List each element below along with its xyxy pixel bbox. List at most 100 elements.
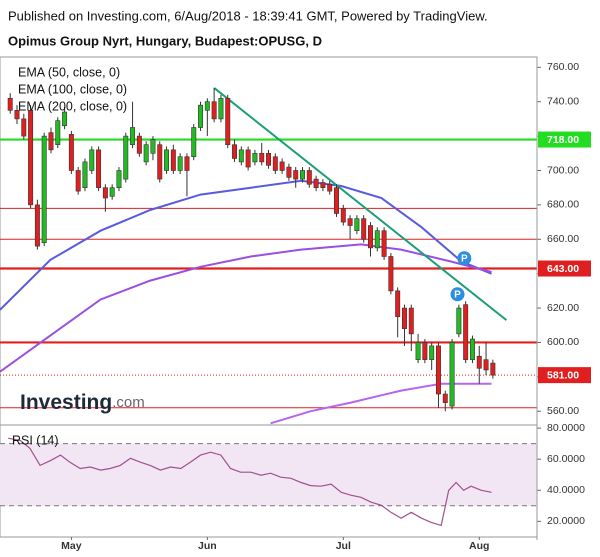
candle-body: [252, 152, 258, 163]
legend-entry: EMA (200, close, 0): [18, 99, 127, 113]
candle-body: [272, 156, 278, 171]
chart-title: Opimus Group Nyrt, Hungary, Budapest:OPU…: [8, 33, 322, 48]
candle-body: [150, 139, 156, 154]
x-tick-label: Jul: [336, 540, 351, 552]
candle-body: [300, 170, 305, 180]
candle-body: [116, 170, 122, 188]
candle-body: [75, 170, 81, 192]
candle-body: [286, 166, 292, 178]
y-tick-label: 660.00: [547, 233, 579, 245]
trendline: [213, 87, 508, 321]
candle-body: [89, 149, 95, 171]
candle-body: [82, 161, 88, 188]
candle-body: [266, 152, 271, 166]
x-tick-label: Aug: [469, 540, 489, 552]
candle-body: [388, 256, 394, 292]
candle-body: [395, 290, 401, 317]
candle-body: [28, 110, 34, 206]
candle-body: [469, 338, 475, 360]
candle-body: [456, 307, 462, 335]
rsi-tick-label: 20.0000: [547, 515, 585, 527]
candle-body: [334, 187, 339, 214]
x-tick-label: May: [61, 540, 82, 552]
candle-body: [143, 144, 149, 163]
candle-body: [96, 149, 102, 188]
rsi-tick-label: 80.0000: [547, 422, 585, 434]
candle-body: [408, 307, 414, 335]
candle-body: [327, 183, 333, 192]
rsi-band: [0, 443, 537, 506]
price-label: 581.00: [547, 369, 579, 381]
price-label: 643.00: [547, 263, 579, 275]
y-tick-label: 740.00: [547, 95, 579, 107]
rsi-line: [8, 437, 492, 527]
legend-entry: EMA (100, close, 0): [18, 82, 127, 96]
marker: [457, 251, 472, 266]
ema-line: [0, 179, 492, 311]
candle-body: [347, 218, 353, 226]
header: Published on Investing.com, 6/Aug/2018 -…: [8, 8, 488, 23]
candle-body: [136, 135, 142, 154]
candle-body: [204, 101, 210, 111]
price-panel: PP: [0, 87, 537, 425]
price-label: 718.00: [547, 134, 579, 146]
y-tick-label: 760.00: [547, 61, 579, 73]
candle-body: [490, 362, 496, 376]
candle-body: [48, 132, 54, 151]
rsi-tick-label: 60.0000: [547, 453, 585, 465]
candle-body: [238, 149, 244, 163]
candle-body: [211, 101, 217, 120]
axes: 560.00580.00600.00620.00640.00660.00680.…: [61, 57, 591, 552]
candle-body: [422, 342, 428, 360]
marker: [450, 287, 465, 302]
y-tick-label: 680.00: [547, 199, 579, 211]
candle-body: [218, 97, 224, 120]
logo-suffix: .com: [112, 394, 145, 411]
rsi-panel: [0, 437, 537, 527]
price-label-box: [538, 131, 591, 148]
y-tick-label: 560.00: [547, 405, 579, 417]
candle-body: [62, 111, 68, 127]
candle-body: [449, 342, 455, 407]
candle-body: [123, 135, 129, 180]
price-label-box: [538, 260, 591, 277]
candle-body: [361, 218, 367, 240]
candle-body: [170, 149, 176, 171]
marker-label: P: [454, 289, 461, 300]
rsi-tick-label: 40.0000: [547, 484, 585, 496]
candle-body: [41, 135, 47, 244]
candle-body: [157, 144, 163, 180]
candle-body: [463, 304, 469, 360]
logo: Investing.com: [20, 391, 145, 414]
candle-body: [130, 127, 136, 146]
candle-body: [429, 345, 435, 360]
candle-body: [354, 218, 360, 231]
ema-line: [0, 243, 492, 373]
candle-body: [68, 134, 74, 171]
candle-body: [34, 204, 40, 247]
candle-body: [381, 230, 387, 257]
candle-body: [55, 120, 61, 146]
candle-body: [109, 187, 115, 197]
candle-body: [177, 156, 183, 171]
candle-body: [435, 345, 441, 395]
candle-body: [245, 149, 251, 168]
candle-body: [7, 97, 13, 111]
y-tick-label: 600.00: [547, 336, 579, 348]
logo-text: Investing: [20, 391, 112, 414]
candle-body: [313, 178, 319, 188]
candle-body: [402, 307, 407, 330]
candle-body: [164, 149, 170, 171]
candle-body: [191, 127, 197, 158]
marker-label: P: [461, 253, 468, 264]
price-label-box: [538, 367, 591, 384]
candle-body: [225, 97, 231, 146]
rsi-title: RSI (14): [12, 433, 59, 447]
candle-body: [306, 170, 312, 185]
candle-body: [293, 170, 299, 180]
candle-body: [368, 225, 373, 249]
candle-body: [279, 161, 285, 171]
candle-body: [14, 110, 20, 120]
candle-body: [21, 118, 27, 137]
